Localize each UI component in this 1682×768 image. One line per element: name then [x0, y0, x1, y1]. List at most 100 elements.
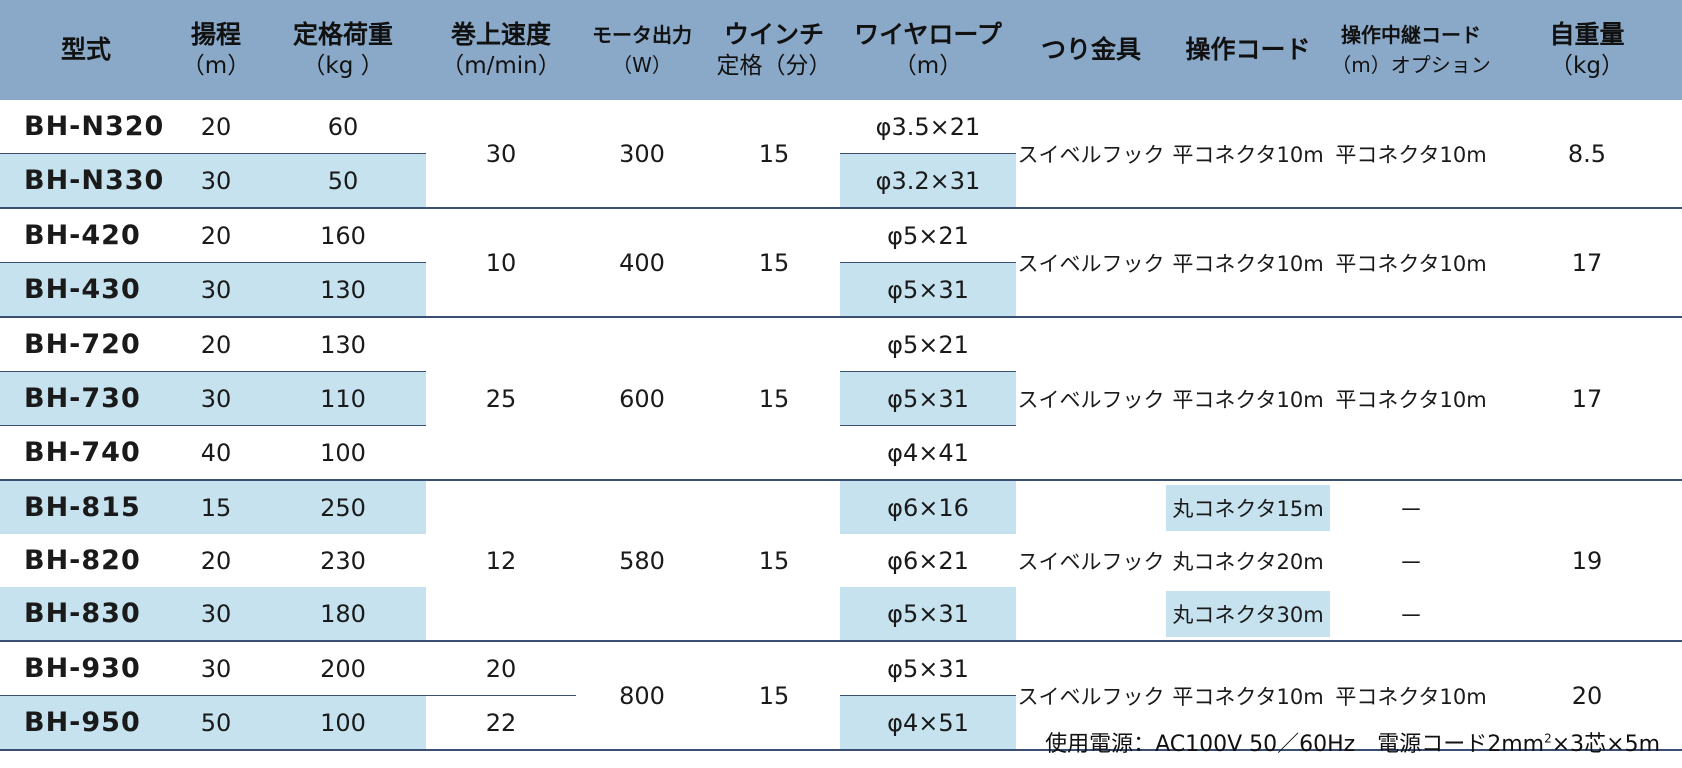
relay-cell: －: [1330, 479, 1492, 534]
cord-cell: 平コネクタ10m: [1172, 142, 1324, 167]
header-wire: ワイヤロープ （m）: [840, 0, 1016, 100]
header-motor: モータ出力 （W）: [576, 0, 708, 100]
cord-box: 丸コネクタ30m: [1166, 590, 1330, 637]
wire-cell: φ5×31: [840, 587, 1016, 641]
load-cell: 230: [320, 546, 366, 575]
table-row: BH-740 40 100 φ4×41: [0, 425, 1682, 480]
spec-table: 型式 揚程 （m） 定格荷重 （kg ） 巻上速度 （m/min） モータ出力 （W） …: [0, 0, 1682, 752]
lift-cell: 40: [172, 425, 260, 480]
power-note-text: 使用電源：AC100V 50／60Hz 電源コード2mm: [1045, 732, 1545, 757]
fitting-cell: スイベルフック: [1016, 640, 1166, 750]
fitting-cell: スイベルフック: [1016, 316, 1166, 480]
wire-cell: φ5×31: [840, 371, 1016, 426]
load-cell: 110: [260, 371, 426, 426]
motor-cell: 300: [619, 139, 665, 168]
wire-cell: φ3.5×21: [875, 112, 981, 141]
load-cell: 130: [260, 316, 426, 372]
lift-cell: 20: [200, 112, 232, 141]
wire-cell: φ4×51: [840, 695, 1016, 750]
weight-cell: 17: [1492, 207, 1682, 317]
speed-cell: 12: [426, 479, 576, 641]
power-note-text2: ×3芯×5m: [1551, 732, 1660, 757]
lift-cell: 30: [172, 640, 260, 696]
model-cell: BH-820: [24, 545, 141, 576]
fitting-cell: スイベルフック: [1016, 207, 1166, 317]
lift-cell: 20: [172, 316, 260, 372]
relay-cell: 平コネクタ10m: [1330, 640, 1492, 750]
lift-cell: 50: [172, 695, 260, 750]
header-cord: 操作コード: [1166, 0, 1330, 100]
load-cell: 160: [260, 207, 426, 263]
model-cell: BH-430: [0, 262, 172, 317]
winch-cell: 15: [708, 640, 840, 750]
table-row: BH-730 30 110 φ5×31: [0, 371, 1682, 426]
header-model: 型式: [0, 0, 172, 100]
fitting-cell: スイベルフック: [1017, 142, 1165, 167]
relay-cell: 平コネクタ10m: [1330, 207, 1492, 317]
table-row: BH-N330 30 50 φ3.2×31: [0, 153, 1682, 208]
model-cell: BH-740: [0, 425, 172, 480]
header-lift: 揚程 （m）: [172, 0, 260, 100]
model-cell: BH-730: [0, 371, 172, 426]
table-row: BH-420 20 160 10 400 15 φ5×21 スイベルフック 平コ…: [0, 207, 1682, 317]
lift-cell: 30: [172, 153, 260, 208]
lift-cell: 30: [172, 371, 260, 426]
table-row: BH-950 50 100 22 φ4×51: [0, 695, 1682, 750]
weight-cell: 19: [1492, 479, 1682, 641]
motor-cell: 600: [576, 316, 708, 480]
wire-cell: φ5×31: [840, 640, 1016, 696]
load-cell: 200: [260, 640, 426, 696]
relay-cell: 平コネクタ10m: [1330, 316, 1492, 480]
model-cell: BH-N320: [24, 111, 165, 142]
lift-cell: 30: [172, 262, 260, 317]
table-row: BH-720 20 130 25 600 15 φ5×21 スイベルフック 平コ…: [0, 316, 1682, 480]
wire-cell: φ5×21: [840, 207, 1016, 263]
wire-cell: φ5×21: [840, 316, 1016, 372]
motor-cell: 400: [576, 207, 708, 317]
model-cell: BH-950: [0, 695, 172, 750]
lift-cell: 20: [200, 546, 232, 575]
header-winch: ウインチ 定格（分）: [708, 0, 840, 100]
header-load: 定格荷重 （kg ）: [260, 0, 426, 100]
wire-cell: φ5×31: [840, 262, 1016, 317]
relay-cell: －: [1399, 602, 1423, 630]
power-note: 使用電源：AC100V 50／60Hz 電源コード2mm2×3芯×5m: [1045, 726, 1660, 758]
lift-cell: 20: [172, 207, 260, 263]
cord-box: 丸コネクタ15m: [1166, 484, 1330, 531]
cord-cell: 丸コネクタ15m: [1166, 479, 1330, 534]
weight-cell: 8.5: [1567, 139, 1607, 168]
relay-cell: 平コネクタ10m: [1335, 142, 1487, 167]
power-note-sup: 2: [1544, 731, 1552, 746]
lift-cell: 30: [172, 587, 260, 641]
winch-cell: 15: [708, 207, 840, 317]
load-cell: 100: [260, 695, 426, 750]
cord-cell: 丸コネクタ30m: [1166, 587, 1330, 641]
wire-cell: φ4×41: [840, 425, 1016, 480]
model-cell: BH-815: [0, 479, 172, 534]
lift-cell: 15: [172, 479, 260, 534]
winch-cell: 15: [708, 479, 840, 641]
speed-cell: 22: [426, 695, 576, 750]
wire-cell: φ6×21: [887, 546, 969, 575]
motor-cell: 580: [576, 479, 708, 641]
speed-cell: 25: [426, 316, 576, 480]
weight-cell: 17: [1492, 316, 1682, 480]
load-cell: 130: [260, 262, 426, 317]
model-cell: BH-N330: [0, 153, 172, 208]
cord-cell: 平コネクタ10m: [1166, 316, 1330, 480]
wire-cell: φ6×16: [840, 479, 1016, 534]
fitting-cell: スイベルフック: [1016, 479, 1166, 641]
relay-cell: －: [1399, 549, 1423, 577]
load-cell: 100: [260, 425, 426, 480]
winch-cell: 15: [758, 139, 790, 168]
header-fitting: つり金具: [1016, 0, 1166, 100]
model-cell: BH-830: [0, 587, 172, 641]
motor-cell: 800: [576, 640, 708, 750]
table-row: BH-820 20 230 φ6×21 丸コネクタ20m －: [0, 534, 1682, 587]
load-cell: 250: [260, 479, 426, 534]
table-row: BH-930 30 200 20 800 15 φ5×31 スイベルフック 平コ…: [0, 640, 1682, 750]
table-row: BH-430 30 130 φ5×31: [0, 262, 1682, 317]
load-cell: 180: [260, 587, 426, 641]
load-cell: 60: [327, 112, 359, 141]
model-cell: BH-720: [0, 316, 172, 372]
